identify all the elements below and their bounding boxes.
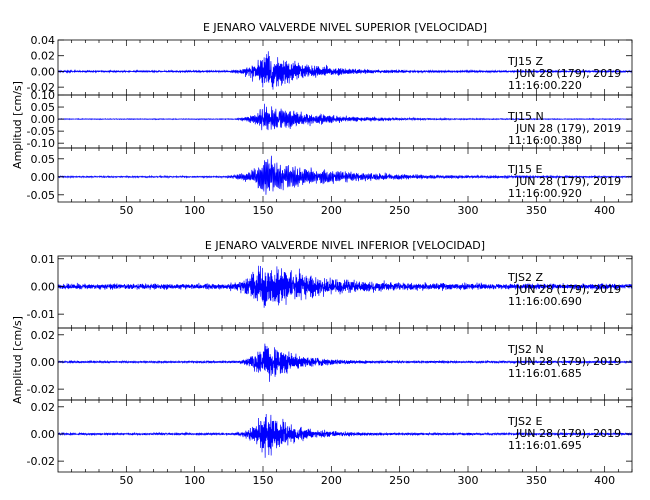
y-tick-label: 0.00	[31, 280, 56, 293]
waveform-trace	[57, 413, 633, 458]
y-tick-label: 0.00	[31, 171, 56, 184]
y-tick-label: 0.04	[31, 34, 56, 47]
station-component-label: TJ15 Z	[507, 55, 543, 68]
y-tick-label: -0.02	[27, 383, 55, 396]
y-tick-label: 0.05	[31, 153, 56, 166]
y-tick-label: 0.00	[31, 356, 56, 369]
y-tick-label: -0.01	[27, 308, 55, 321]
record-time: 11:16:00.690	[508, 295, 582, 308]
record-date: JUN 28 (179), 2019	[515, 122, 621, 135]
x-tick-label: 100	[184, 474, 205, 487]
lower-x-axis: 50 100 150 200 250 300 350 400	[119, 474, 615, 487]
y-tick-label: 0.00	[31, 65, 56, 78]
record-time: 11:16:00.380	[508, 134, 582, 147]
x-tick-label: 300	[458, 474, 479, 487]
x-tick-label: 200	[321, 474, 342, 487]
x-tick-label: 150	[253, 204, 274, 217]
x-tick-label: 100	[184, 204, 205, 217]
station-component-label: TJ15 N	[507, 110, 544, 123]
y-tick-label: -0.02	[27, 455, 55, 468]
lower-group: E JENARO VALVERDE NIVEL INFERIOR [VELOCI…	[11, 239, 633, 487]
x-tick-label: 400	[594, 204, 615, 217]
y-tick-label: 0.10	[31, 89, 56, 102]
upper-y-axis-label: Amplitud [cm/s]	[11, 81, 24, 169]
station-component-label: TJS2 E	[507, 415, 542, 428]
record-time: 11:16:00.220	[508, 79, 582, 92]
lower-y-axis-label: Amplitud [cm/s]	[11, 316, 24, 404]
station-component-label: TJ15 E	[507, 163, 542, 176]
waveform-trace	[57, 343, 633, 382]
record-time: 11:16:01.695	[508, 439, 582, 452]
record-date: JUN 28 (179), 2019	[515, 355, 621, 368]
y-tick-label: 0.00	[31, 113, 56, 126]
y-tick-label: -0.02	[27, 81, 55, 94]
record-date: JUN 28 (179), 2019	[515, 175, 621, 188]
y-tick-label: 0.01	[31, 253, 56, 266]
y-tick-label: 0.02	[31, 401, 56, 414]
record-date: JUN 28 (179), 2019	[515, 67, 621, 80]
x-tick-label: 250	[389, 204, 410, 217]
record-date: JUN 28 (179), 2019	[515, 283, 621, 296]
record-time: 11:16:01.685	[508, 367, 582, 380]
y-tick-label: 0.02	[31, 50, 56, 63]
waveform-trace	[57, 155, 633, 195]
upper-group: E JENARO VALVERDE NIVEL SUPERIOR [VELOCI…	[11, 21, 633, 217]
y-tick-label: 0.02	[31, 329, 56, 342]
waveform-trace	[57, 51, 633, 90]
lower-title: E JENARO VALVERDE NIVEL INFERIOR [VELOCI…	[205, 239, 485, 252]
waveform-trace	[57, 103, 633, 131]
y-tick-label: -0.05	[27, 189, 55, 202]
y-tick-label: 0.00	[31, 428, 56, 441]
record-date: JUN 28 (179), 2019	[515, 427, 621, 440]
station-component-label: TJS2 N	[507, 343, 544, 356]
x-tick-label: 250	[389, 474, 410, 487]
x-tick-label: 150	[253, 474, 274, 487]
x-tick-label: 300	[458, 204, 479, 217]
y-tick-label: 0.05	[31, 101, 56, 114]
record-time: 11:16:00.920	[508, 187, 582, 200]
upper-x-axis: 50 100 150 200 250 300 350 400	[119, 204, 615, 217]
x-tick-label: 350	[526, 204, 547, 217]
y-tick-label: -0.05	[27, 125, 55, 138]
station-component-label: TJS2 Z	[507, 271, 543, 284]
upper-title: E JENARO VALVERDE NIVEL SUPERIOR [VELOCI…	[203, 21, 487, 34]
x-tick-label: 400	[594, 474, 615, 487]
x-tick-label: 350	[526, 474, 547, 487]
waveform-trace	[57, 265, 633, 308]
x-tick-label: 50	[119, 204, 133, 217]
x-tick-label: 200	[321, 204, 342, 217]
x-tick-label: 50	[119, 474, 133, 487]
y-tick-label: -0.10	[27, 137, 55, 150]
